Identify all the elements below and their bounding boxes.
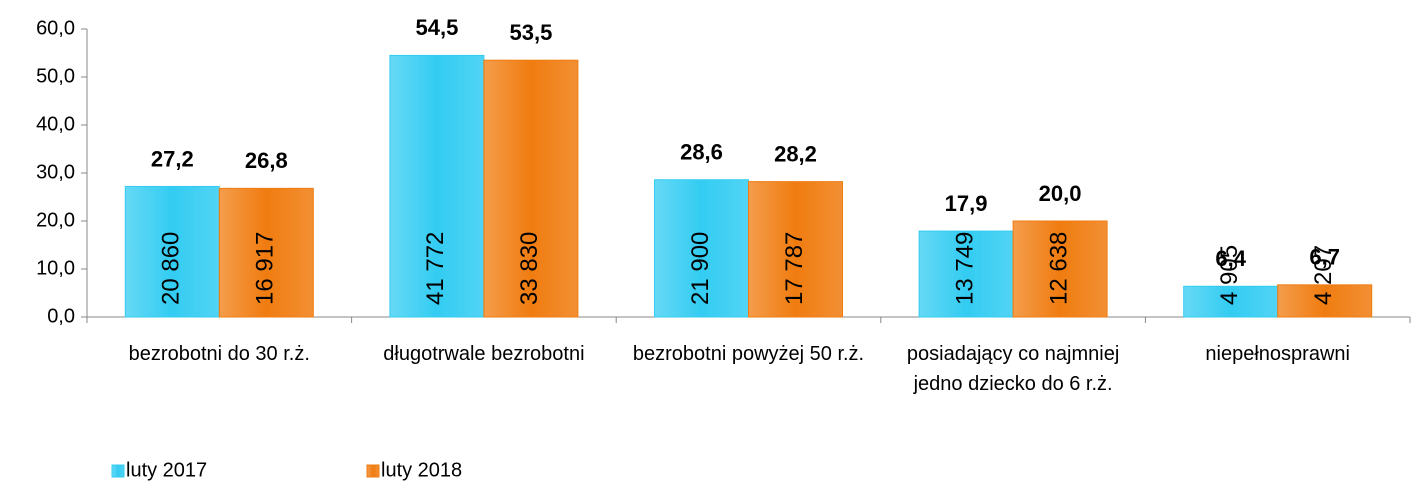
x-tick-label: posiadający co najmniej jedno dziecko do… <box>906 343 1120 395</box>
bar <box>748 181 843 318</box>
legend-swatch <box>111 464 125 478</box>
x-tick-label: bezrobotni powyżej 50 r.ż. <box>632 343 865 365</box>
bar <box>654 179 749 318</box>
legend-swatch <box>366 464 380 478</box>
x-tick-label: niepełnosprawni <box>1205 343 1350 365</box>
legend-label: luty 2018 <box>381 459 462 481</box>
y-tick-label: 60,0 <box>36 17 75 39</box>
count-label: 20 860 <box>158 232 185 305</box>
value-label: 6,4 <box>1215 246 1246 271</box>
bar <box>1012 220 1108 318</box>
x-tick-label: długotrwale bezrobotni <box>383 343 585 365</box>
bar <box>483 59 579 318</box>
value-label: 6,7 <box>1309 245 1340 270</box>
count-label: 16 917 <box>252 232 279 305</box>
bar <box>918 230 1014 318</box>
value-label: 27,2 <box>151 146 194 171</box>
count-label: 13 749 <box>951 232 978 305</box>
value-label: 17,9 <box>945 191 988 216</box>
count-label: 17 787 <box>781 232 808 305</box>
value-label: 53,5 <box>509 20 552 45</box>
y-tick-label: 10,0 <box>36 257 75 279</box>
bar <box>1183 285 1279 318</box>
legend-label: luty 2017 <box>126 459 207 481</box>
value-label: 28,2 <box>774 141 817 166</box>
y-tick-label: 0,0 <box>47 305 75 327</box>
value-label: 28,6 <box>680 140 723 165</box>
count-label: 4 207 <box>1310 245 1337 305</box>
count-label: 12 638 <box>1045 232 1072 305</box>
bar <box>218 187 314 318</box>
bar <box>389 54 485 318</box>
count-label: 21 900 <box>687 232 714 305</box>
y-tick-label: 20,0 <box>36 209 75 231</box>
y-tick-label: 30,0 <box>36 161 75 183</box>
value-label: 20,0 <box>1039 181 1082 206</box>
count-label: 33 830 <box>516 232 543 305</box>
bar <box>1277 284 1373 318</box>
y-tick-label: 50,0 <box>36 65 75 87</box>
x-tick-label: bezrobotni do 30 r.ż. <box>128 343 310 365</box>
y-tick-label: 40,0 <box>36 113 75 135</box>
value-label: 26,8 <box>245 148 288 173</box>
value-label: 54,5 <box>415 15 458 40</box>
bar <box>124 185 220 318</box>
count-label: 41 772 <box>422 232 449 305</box>
count-label: 4 905 <box>1216 245 1243 305</box>
